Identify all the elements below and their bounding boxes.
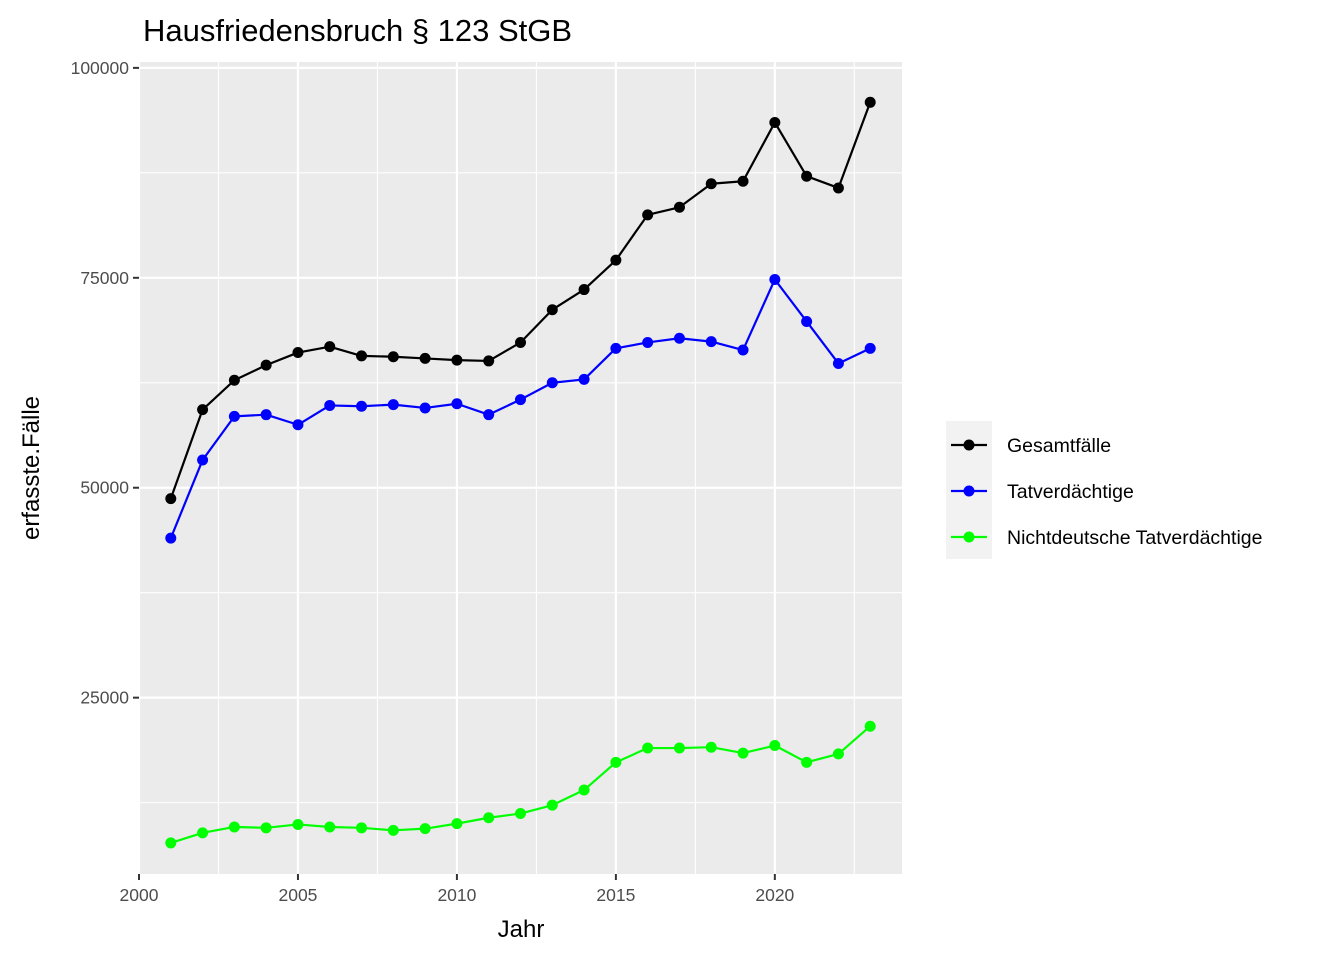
data-point [515,808,526,820]
data-point [483,812,495,824]
x-axis-title: Jahr [498,916,545,943]
data-point [642,209,654,221]
data-point [578,284,590,296]
data-point [451,818,463,830]
data-point [356,350,368,362]
x-tick-label: 2005 [278,885,317,905]
data-point [260,822,272,834]
data-point [324,341,336,353]
data-point [832,182,844,194]
legend-key-point [963,485,975,497]
data-point [705,741,717,753]
data-point [165,837,177,849]
data-point [483,355,495,367]
data-point [197,404,209,416]
legend-key-point [963,439,975,451]
x-tick-label: 2020 [755,885,794,905]
data-point [610,342,622,354]
data-point [769,116,781,128]
chart-title: Hausfriedensbruch § 123 StGB [143,13,572,48]
data-point [260,409,272,421]
data-point [324,821,336,833]
data-point [546,377,558,389]
x-tick-label: 2015 [596,885,635,905]
data-point [356,400,368,412]
data-point [864,96,876,108]
data-point [292,419,304,431]
data-point [387,399,399,411]
data-point [737,344,749,356]
y-tick-label: 75000 [80,268,129,288]
data-point [578,373,590,385]
data-point [228,821,240,833]
data-point [801,756,813,768]
legend-key-point [963,531,975,543]
data-point [387,824,399,836]
data-point [419,352,431,364]
data-point [197,827,209,839]
data-point [292,818,304,830]
data-point [832,748,844,760]
data-point [515,336,526,348]
data-point [515,394,526,406]
y-tick-label: 50000 [80,478,129,498]
data-point [165,532,177,544]
data-point [864,720,876,732]
x-tick-label: 2000 [120,885,159,905]
data-point [801,315,813,327]
data-point [705,336,717,348]
data-point [864,342,876,354]
data-point [769,273,781,285]
data-point [387,351,399,363]
data-point [419,402,431,414]
data-point [356,822,368,834]
data-point [610,756,622,768]
grid-major [137,62,902,874]
x-tick-label: 2010 [437,885,476,905]
data-point [642,336,654,348]
data-point [546,304,558,316]
y-tick-label: 100000 [71,58,130,78]
data-point [737,175,749,187]
legend-label: Nichtdeutsche Tatverdächtige [1007,527,1262,549]
legend: Gesamtfälle Tatverdächtige Nichtdeutsche T… [946,421,1262,559]
data-point [673,201,685,213]
data-point [228,410,240,422]
data-point [673,742,685,754]
data-point [737,747,749,759]
data-point [483,409,495,421]
data-point [324,399,336,411]
axis-layer: 2000 2005 2010 2015 2020 25000 50000 75000 10000… [71,58,795,905]
data-point [673,332,685,344]
data-point [419,823,431,835]
data-point [197,454,209,466]
y-axis-title: erfasste.Fälle [18,396,45,540]
data-point [292,347,304,359]
y-tick-label: 25000 [80,688,129,708]
data-point [610,254,622,266]
data-point [165,493,177,505]
data-point [578,784,590,796]
data-point [260,359,272,371]
series-layer [165,96,876,849]
legend-label: Tatverdächtige [1007,481,1134,503]
data-point [705,178,717,190]
data-point [228,374,240,386]
data-point [832,357,844,369]
data-point [546,799,558,811]
data-point [769,740,781,752]
legend-label: Gesamtfälle [1007,435,1111,457]
data-point [451,398,463,410]
data-point [642,742,654,754]
data-point [451,354,463,366]
data-point [801,170,813,182]
